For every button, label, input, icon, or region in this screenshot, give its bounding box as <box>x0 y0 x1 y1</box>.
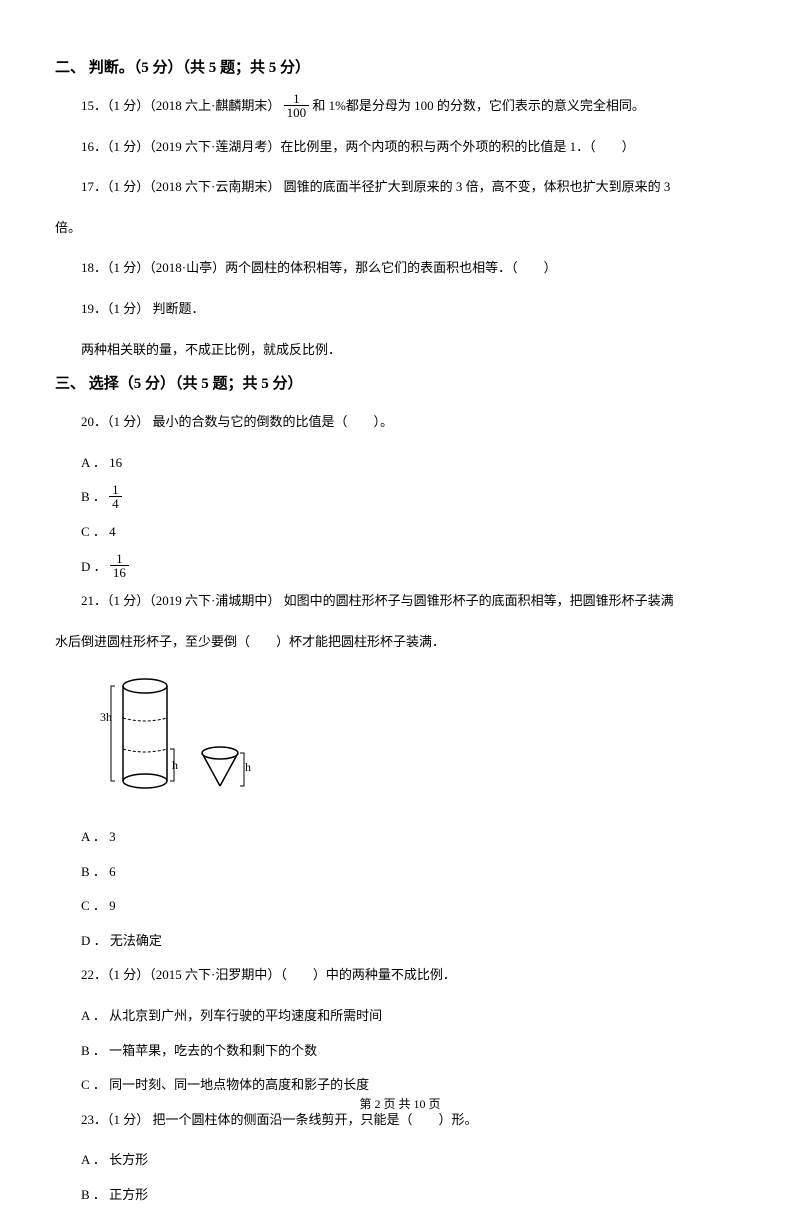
question-20: 20．（1 分） 最小的合数与它的倒数的比值是（ ）。 <box>55 408 745 437</box>
diagram-label-h2: h <box>245 760 251 774</box>
diagram-label-h1: h <box>172 758 178 772</box>
page-footer: 第 2 页 共 10 页 <box>0 1095 800 1114</box>
question-22: 22．（1 分）（2015 六下·汨罗期中）（ ）中的两种量不成比例． <box>55 961 745 990</box>
q20-d-fraction: 1 16 <box>110 552 129 579</box>
q20-d-label: D ． <box>81 559 110 574</box>
section-2-heading: 二、 判断。（5 分）（共 5 题；共 5 分） <box>55 56 745 80</box>
question-21: 21．（1 分）（2019 六下·浦城期中） 如图中的圆柱形杯子与圆锥形杯子的底… <box>55 587 745 616</box>
q20-d-den: 16 <box>110 566 129 579</box>
q23-option-a: A ． 长方形 <box>55 1146 745 1175</box>
q20-b-den: 4 <box>109 497 122 510</box>
q15-text-a: 15．（1 分）（2018 六上·麒麟期末） <box>81 98 280 113</box>
q20-b-num: 1 <box>109 483 122 497</box>
q15-frac-den: 100 <box>284 106 310 119</box>
q20-option-b: B ． 1 4 <box>55 483 745 512</box>
q20-option-d: D ． 1 16 <box>55 553 745 582</box>
question-19-sub: 两种相关联的量，不成正比例，就成反比例． <box>55 336 745 365</box>
question-21-cont: 水后倒进圆柱形杯子，至少要倒（ ）杯才能把圆柱形杯子装满． <box>55 628 745 657</box>
question-15: 15．（1 分）（2018 六上·麒麟期末） 1 100 和 1%都是分母为 1… <box>55 92 745 121</box>
q22-option-a: A ． 从北京到广州，列车行驶的平均速度和所需时间 <box>55 1002 745 1031</box>
section-3-heading: 三、 选择（5 分）（共 5 题；共 5 分） <box>55 372 745 396</box>
q20-d-num: 1 <box>110 552 129 566</box>
q15-text-b: 和 1%都是分母为 100 的分数，它们表示的意义完全相同。 <box>312 98 645 113</box>
q23-option-b: B ． 正方形 <box>55 1181 745 1210</box>
diagram-label-3h: 3h <box>100 710 112 724</box>
question-18: 18．（1 分）（2018·山亭）两个圆柱的体积相等，那么它们的表面积也相等．（… <box>55 254 745 283</box>
q22-option-b: B ． 一箱苹果，吃去的个数和剩下的个数 <box>55 1037 745 1066</box>
q21-option-c: C ． 9 <box>55 892 745 921</box>
question-17-cont: 倍。 <box>55 214 745 243</box>
q20-option-c: C ． 4 <box>55 518 745 547</box>
q21-option-b: B ． 6 <box>55 858 745 887</box>
q15-fraction: 1 100 <box>284 92 310 119</box>
question-19: 19．（1 分） 判断题． <box>55 295 745 324</box>
question-16: 16．（1 分）（2019 六下·莲湖月考）在比例里，两个内项的积与两个外项的积… <box>55 133 745 162</box>
q20-b-fraction: 1 4 <box>109 483 122 510</box>
q21-option-d: D ． 无法确定 <box>55 927 745 956</box>
q15-frac-num: 1 <box>284 92 310 106</box>
q20-option-a: A ． 16 <box>55 449 745 478</box>
q21-option-a: A ． 3 <box>55 823 745 852</box>
q21-diagram: 3h h h <box>85 671 745 808</box>
q20-b-label: B ． <box>81 489 109 504</box>
question-17: 17．（1 分）（2018 六下·云南期末） 圆锥的底面半径扩大到原来的 3 倍… <box>55 173 745 202</box>
